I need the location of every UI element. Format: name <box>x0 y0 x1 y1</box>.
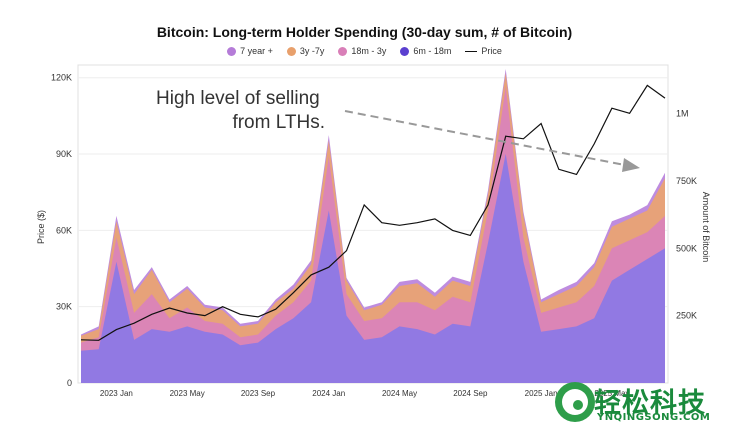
y2-tick-label: 250K <box>676 311 697 321</box>
x-tick-label: 2025 May <box>594 389 629 398</box>
annotation-line-2: from LTHs. <box>232 112 325 133</box>
trend-arrow <box>344 110 640 172</box>
logo <box>555 382 595 422</box>
y2-tick-label: 750K <box>676 176 697 186</box>
legend-swatch <box>338 46 348 56</box>
trend-arrow-head <box>622 158 640 172</box>
legend-swatch <box>400 46 410 56</box>
logo-text: 轻松科技 <box>594 388 706 419</box>
annotation: High level of selling from LTHs. <box>156 88 325 133</box>
price-line <box>80 84 666 341</box>
x-tick-label: 2024 Jan <box>312 389 345 398</box>
legend: 7 year + 3y -7y 18m - 3y 6m - 18m Price <box>0 46 729 56</box>
logo-mark-dot <box>573 400 583 410</box>
chart-title: Bitcoin: Long-term Holder Spending (30-d… <box>156 24 573 40</box>
legend-label: 18m - 3y <box>351 46 387 56</box>
legend-swatch <box>465 50 478 52</box>
legend-item: 7 year + <box>227 46 273 56</box>
x-axis-ticks: 2023 Jan 2023 May 2023 Sep 2024 Jan 2024 May… <box>100 389 630 398</box>
legend-label: Price <box>481 46 502 56</box>
y-tick-label: 60K <box>56 225 72 235</box>
legend-label: 7 year + <box>240 46 273 56</box>
trend-arrow-line <box>344 110 631 167</box>
price-layer <box>80 84 666 341</box>
legend-label: 6m - 18m <box>413 46 452 56</box>
area-series-6m-18m <box>81 153 665 383</box>
legend-item: 6m - 18m <box>400 46 451 56</box>
legend-label: 3y -7y <box>299 46 325 56</box>
x-tick-label: 2024 May <box>382 389 417 398</box>
legend-item: 3y -7y <box>286 46 325 56</box>
legend-swatch <box>286 46 296 56</box>
x-tick-label: 2024 Sep <box>453 389 488 398</box>
x-tick-label: 2025 Jan <box>525 389 558 398</box>
legend-item: Price <box>465 46 502 56</box>
y2-tick-label: 1M <box>676 109 689 119</box>
y-tick-label: 0 <box>67 378 72 388</box>
area-layers <box>81 69 665 383</box>
x-tick-label: 2023 Sep <box>241 389 276 398</box>
logo-subtext: YNQINGSONG.COM <box>597 412 711 423</box>
y-axis-ticks: 0 30K 60K 90K 120K <box>51 73 72 388</box>
y2-axis-label: Amount of Bitcoin <box>701 192 711 263</box>
x-tick-label: 2023 Jan <box>100 389 133 398</box>
legend-item: 18m - 3y <box>338 46 386 56</box>
y-tick-label: 90K <box>56 149 72 159</box>
x-tick-label: 2023 May <box>170 389 205 398</box>
y-tick-label: 120K <box>51 73 72 83</box>
annotation-line-1: High level of selling <box>156 88 320 109</box>
y2-tick-label: 500K <box>676 243 697 253</box>
legend-swatch <box>227 46 237 56</box>
y2-axis-ticks: 250K 500K 750K 1M <box>676 109 697 321</box>
y-axis-label: Price ($) <box>36 210 46 244</box>
y-tick-label: 30K <box>56 302 72 312</box>
